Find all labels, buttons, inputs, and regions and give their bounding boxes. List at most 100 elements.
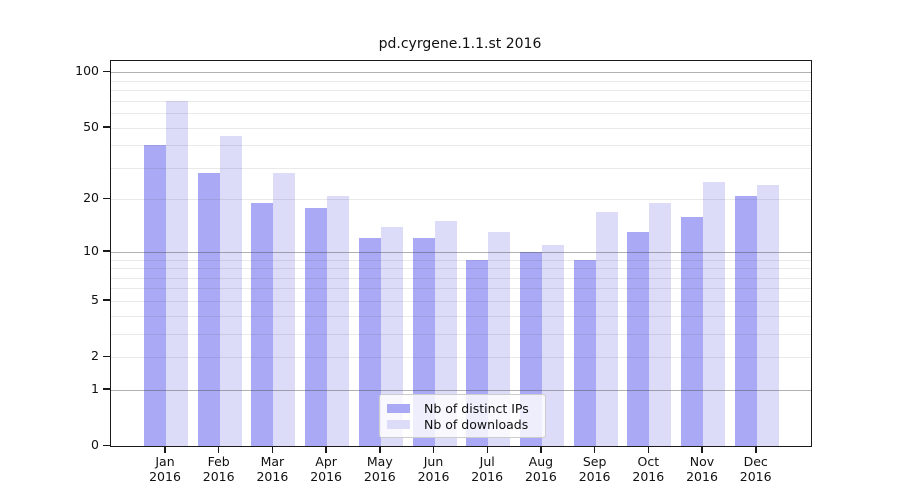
x-tick-mark-mar: [271, 446, 274, 453]
x-tick-mark-sep: [593, 446, 596, 453]
x-tick-year: 2016: [149, 469, 181, 484]
x-tick-year: 2016: [417, 469, 450, 484]
gridline-4: [111, 315, 811, 317]
x-tick-mark-jun: [432, 446, 435, 453]
x-tick-month: Apr: [315, 454, 337, 469]
x-tick-month: Dec: [743, 454, 768, 469]
gridline-100: [111, 72, 811, 74]
gridline-9: [111, 259, 811, 261]
bar-nb-of-downloads-dec: [756, 185, 779, 446]
x-tick-mark-oct: [647, 446, 649, 453]
x-tick-mark-jul: [486, 446, 488, 453]
x-tick-month: Mar: [260, 454, 285, 469]
x-tick-month: Nov: [689, 454, 715, 469]
bar-nb-of-downloads-may: [380, 226, 403, 446]
gridline-30: [111, 167, 811, 169]
x-tick-label-aug: Aug 2016: [511, 454, 571, 484]
legend-swatch-downloads: [387, 420, 410, 429]
y-tick-label-50: 50: [83, 118, 99, 134]
x-tick-year: 2016: [632, 469, 665, 484]
bar-nb-of-distinct-ips-jan: [144, 145, 166, 446]
y-tick-label-5: 5: [91, 291, 99, 307]
bar-nb-of-distinct-ips-nov: [681, 216, 703, 446]
x-tick-label-nov: Nov 2016: [672, 454, 732, 484]
bar-nb-of-distinct-ips-mar: [251, 203, 274, 446]
gridline-3: [111, 333, 811, 335]
legend-label-downloads: Nb of downloads: [424, 417, 529, 432]
legend: Nb of distinct IPs Nb of downloads: [379, 394, 546, 438]
x-tick-month: Feb: [207, 454, 230, 469]
x-tick-month: Jul: [479, 454, 495, 469]
x-tick-month: Jun: [423, 454, 444, 469]
bar-nb-of-downloads-nov: [703, 182, 725, 446]
y-tick-mark-2: [103, 355, 110, 357]
gridline-60: [111, 113, 811, 115]
bar-nb-of-distinct-ips-oct: [627, 232, 650, 446]
gridline-1: [111, 389, 811, 392]
x-tick-label-apr: Apr 2016: [296, 454, 356, 484]
bar-nb-of-downloads-feb: [219, 135, 242, 446]
gridline-8: [111, 268, 811, 269]
bar-nb-of-distinct-ips-feb: [197, 173, 220, 446]
x-tick-label-dec: Dec 2016: [726, 454, 786, 484]
bar-nb-of-downloads-mar: [273, 173, 296, 446]
y-tick-mark-10: [103, 250, 110, 252]
x-tick-label-mar: Mar 2016: [242, 454, 302, 484]
x-tick-year: 2016: [256, 469, 289, 484]
x-tick-mark-dec: [755, 446, 757, 453]
x-tick-label-sep: Sep 2016: [565, 454, 625, 484]
y-tick-mark-0: [103, 444, 110, 446]
gridline-40: [111, 145, 811, 147]
x-tick-mark-jan: [164, 446, 166, 453]
x-tick-year: 2016: [739, 469, 772, 484]
x-tick-mark-apr: [325, 446, 327, 453]
bar-nb-of-distinct-ips-apr: [305, 207, 328, 446]
gridline-2: [111, 357, 811, 358]
bar-nb-of-downloads-oct: [649, 203, 672, 446]
gridline-80: [111, 90, 811, 92]
x-tick-mark-may: [379, 446, 381, 453]
bar-nb-of-distinct-ips-may: [358, 238, 381, 446]
gridline-20: [111, 199, 811, 201]
x-tick-mark-feb: [217, 446, 220, 453]
x-tick-month: Sep: [582, 454, 607, 469]
y-tick-mark-100: [103, 70, 110, 73]
y-tick-label-10: 10: [83, 242, 99, 258]
legend-row-downloads: Nb of downloads: [387, 417, 536, 432]
x-tick-year: 2016: [202, 469, 235, 484]
x-tick-label-jul: Jul 2016: [457, 454, 517, 484]
y-tick-mark-5: [103, 299, 110, 301]
y-tick-label-20: 20: [83, 190, 99, 206]
legend-swatch-distinct-ips: [387, 404, 410, 413]
y-tick-label-100: 100: [75, 63, 99, 79]
plot-area: [110, 60, 812, 447]
y-tick-label-2: 2: [91, 348, 99, 363]
bar-nb-of-downloads-aug: [541, 244, 564, 446]
x-tick-year: 2016: [471, 469, 504, 484]
x-tick-label-jun: Jun 2016: [404, 454, 464, 484]
gridline-90: [111, 80, 811, 82]
chart-title: pd.cyrgene.1.1.st 2016: [378, 36, 542, 52]
x-tick-month: Jan: [155, 454, 175, 469]
gridline-10: [111, 251, 811, 253]
y-tick-mark-50: [103, 126, 110, 128]
x-tick-month: May: [366, 454, 393, 469]
bar-nb-of-downloads-jun: [434, 221, 457, 446]
x-tick-year: 2016: [686, 469, 718, 484]
x-tick-year: 2016: [363, 469, 396, 484]
x-tick-month: Oct: [637, 454, 660, 469]
legend-label-distinct-ips: Nb of distinct IPs: [424, 401, 529, 416]
y-tick-mark-1: [103, 388, 110, 390]
x-tick-label-may: May 2016: [350, 454, 410, 484]
gridline-6: [111, 288, 811, 290]
gridline-5: [111, 300, 811, 302]
x-tick-year: 2016: [310, 469, 342, 484]
bar-nb-of-downloads-jan: [166, 100, 188, 446]
legend-row-distinct-ips: Nb of distinct IPs: [387, 401, 536, 416]
bar-nb-of-distinct-ips-dec: [734, 195, 757, 446]
bar-nb-of-downloads-sep: [595, 211, 618, 446]
x-tick-mark-aug: [540, 446, 542, 453]
x-tick-label-jan: Jan 2016: [135, 454, 195, 484]
gridline-7: [111, 277, 811, 279]
